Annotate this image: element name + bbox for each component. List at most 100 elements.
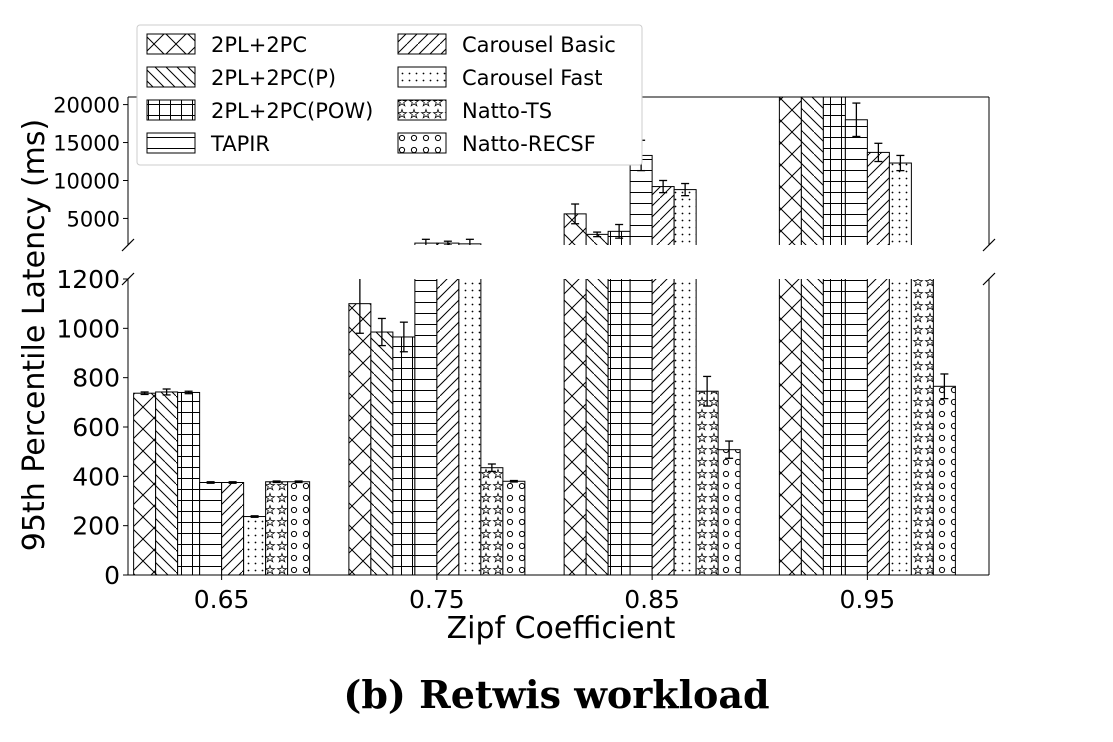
legend-label: TAPIR <box>210 132 270 156</box>
axis-break-mark <box>121 238 135 252</box>
bar-pattern <box>199 482 222 575</box>
bar-pattern <box>889 279 912 575</box>
y-ticks: 0 200 400 600 800 1000 1200 5000 10000 15000 20000 <box>53 94 128 590</box>
error-bar <box>162 388 171 396</box>
upper-axes <box>127 96 990 245</box>
error-bar <box>615 223 624 239</box>
legend-box <box>136 24 643 166</box>
bar-pattern <box>564 213 587 245</box>
legend-swatch-pattern <box>147 34 195 54</box>
legend-label: 2PL+2PC(P) <box>211 66 336 90</box>
legend-swatch-pattern <box>147 67 195 87</box>
bar-pattern <box>630 155 653 245</box>
error-bar <box>509 479 518 483</box>
lower-axes <box>121 238 996 576</box>
bar-pattern <box>867 279 890 575</box>
y-tick-label-upper: 20000 <box>53 94 120 118</box>
error-bar <box>250 515 259 518</box>
bar-pattern <box>652 279 675 575</box>
axis-break-mark <box>982 238 996 252</box>
error-bar <box>377 317 386 347</box>
y-tick-label: 400 <box>72 462 120 491</box>
y-tick-label-upper: 5000 <box>67 207 120 231</box>
bar-pattern <box>133 393 156 575</box>
error-bar <box>852 102 861 138</box>
y-tick-label: 600 <box>72 413 120 442</box>
bar-pattern <box>911 279 934 575</box>
error-bar <box>140 391 149 396</box>
legend-swatch-pattern <box>398 133 446 153</box>
x-ticks: 0.65 0.75 0.85 0.95 <box>194 575 895 614</box>
error-bar <box>228 481 237 484</box>
x-axis-title: Zipf Coefficient <box>447 611 676 646</box>
figure-caption: (b) Retwis workload <box>343 672 770 717</box>
legend: 2PL+2PC 2PL+2PC(P) 2PL+2PC(POW) TAPIR Carous… <box>136 24 643 166</box>
bar-pattern <box>414 279 437 575</box>
error-bar <box>206 481 215 484</box>
x-tick-label: 0.65 <box>194 585 250 614</box>
error-bar <box>874 142 883 163</box>
bar-pattern <box>348 303 371 575</box>
bar-pattern <box>458 279 481 575</box>
axis-break-mark <box>982 272 996 286</box>
legend-label: Natto-RECSF <box>462 132 596 156</box>
bar-pattern <box>564 279 587 575</box>
error-bar <box>896 154 905 172</box>
x-tick-label: 0.75 <box>409 585 465 614</box>
y-tick-label: 1000 <box>56 314 120 343</box>
error-bar <box>443 240 452 245</box>
legend-label: Natto-TS <box>462 99 552 123</box>
error-bar <box>681 182 690 197</box>
bar-pattern <box>287 481 310 575</box>
error-bar <box>593 231 602 238</box>
bar-pattern <box>933 386 956 575</box>
bar-pattern <box>265 481 288 575</box>
bar-pattern <box>845 119 868 245</box>
bar-pattern <box>586 234 609 245</box>
legend-swatch-pattern <box>147 133 195 153</box>
bar-pattern <box>801 279 824 575</box>
y-tick-label: 800 <box>72 364 120 393</box>
bar-pattern <box>370 332 393 575</box>
bar-pattern <box>823 97 846 245</box>
bar-pattern <box>867 152 890 245</box>
bar-pattern <box>674 279 697 575</box>
legend-swatch-pattern <box>147 100 195 120</box>
bar-pattern <box>652 186 675 245</box>
error-bar <box>571 203 580 225</box>
error-bar <box>399 321 408 353</box>
bar-pattern <box>155 391 178 575</box>
y-tick-label-upper: 10000 <box>53 169 120 193</box>
bar-pattern <box>177 392 200 575</box>
bar-pattern <box>889 163 912 245</box>
x-tick-label: 0.95 <box>840 585 896 614</box>
error-bar <box>294 480 303 484</box>
bar-pattern <box>480 467 503 575</box>
bar-pattern <box>779 97 802 245</box>
bar-pattern <box>718 449 741 575</box>
error-bar <box>487 463 496 473</box>
bar-pattern <box>392 336 415 575</box>
legend-label: Carousel Fast <box>462 66 602 90</box>
error-bar <box>659 179 668 194</box>
y-tick-label: 1200 <box>56 265 120 294</box>
legend-swatch-pattern <box>398 67 446 87</box>
error-bar <box>940 373 949 400</box>
error-bar <box>272 480 281 484</box>
y-axis-title: 95th Percentile Latency (ms) <box>17 119 52 551</box>
bar-pattern <box>674 189 697 245</box>
error-bar <box>725 440 734 459</box>
bar-pattern <box>823 279 846 575</box>
bar-pattern <box>630 279 653 575</box>
error-bar <box>703 375 712 407</box>
bar-pattern <box>696 391 719 575</box>
legend-label: 2PL+2PC <box>211 33 307 57</box>
legend-label: 2PL+2PC(POW) <box>211 99 373 123</box>
bar-pattern <box>502 481 525 575</box>
bar-pattern <box>801 97 824 245</box>
legend-swatch-pattern <box>398 100 446 120</box>
y-tick-label: 0 <box>104 561 120 590</box>
bar-pattern <box>779 279 802 575</box>
bar-pattern <box>436 279 459 575</box>
